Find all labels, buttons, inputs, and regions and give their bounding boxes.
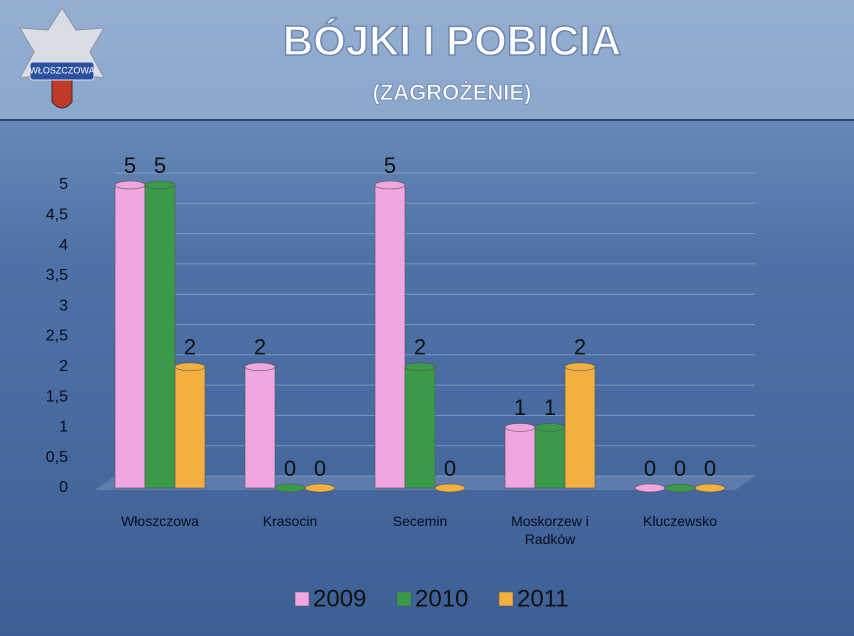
bar: [174, 366, 206, 489]
legend-label: 2010: [415, 585, 468, 612]
y-tick-label: 2,5: [46, 328, 68, 345]
bar-cap: [664, 483, 696, 493]
bar-cap: [174, 362, 206, 372]
data-label: 0: [704, 456, 716, 481]
legend-label: 2011: [517, 585, 569, 612]
data-label: 0: [284, 456, 296, 481]
bar-cap: [304, 483, 336, 493]
data-label: 0: [644, 456, 656, 481]
bar: [114, 184, 146, 489]
bar: [244, 366, 276, 489]
data-label: 1: [514, 395, 526, 420]
data-label: 2: [184, 335, 196, 360]
bar: [144, 184, 176, 489]
data-label: 0: [314, 456, 326, 481]
x-tick-label: Włoszczowa: [121, 513, 199, 529]
data-label: 5: [124, 153, 136, 178]
y-tick-label: 4,5: [46, 207, 68, 224]
data-label: 2: [574, 335, 586, 360]
data-label: 5: [384, 153, 396, 178]
x-tick-label: Moskorzew i Radków: [511, 513, 589, 547]
bar-cap: [564, 362, 596, 372]
legend-label: 2009: [313, 585, 366, 612]
data-label: 2: [254, 335, 266, 360]
y-tick-label: 0,5: [46, 449, 68, 466]
y-tick-label: 3: [59, 297, 68, 314]
bar-cap: [374, 180, 406, 190]
legend-swatch: [294, 591, 310, 607]
logo: WŁOSZCZOWA: [19, 7, 105, 109]
bar-cap: [504, 423, 536, 432]
x-tick-label: Kluczewsko: [643, 513, 717, 529]
bar: [404, 366, 436, 489]
header-band: [0, 0, 854, 120]
legend-swatch: [498, 591, 514, 607]
data-label: 0: [444, 456, 456, 481]
bar-cap: [634, 483, 666, 493]
data-label: 0: [674, 456, 686, 481]
y-tick-label: 1,5: [46, 388, 68, 405]
bar-cap: [274, 483, 306, 493]
x-tick-label: Secemin: [392, 513, 448, 529]
y-tick-label: 3,5: [46, 267, 68, 284]
y-tick-label: 0: [59, 479, 68, 496]
y-tick-label: 4: [59, 237, 68, 254]
bar-cap: [144, 180, 176, 190]
bar-cap: [404, 362, 436, 372]
legend-swatch: [396, 591, 412, 607]
x-tick-label: Krasocin: [262, 513, 318, 529]
bar-cap: [244, 362, 276, 372]
y-tick-label: 1: [59, 419, 68, 436]
bar: [504, 427, 536, 489]
bar: [374, 184, 406, 489]
y-tick-label: 5: [59, 176, 68, 193]
logo-text: WŁOSZCZOWA: [29, 65, 94, 75]
data-label: 1: [544, 395, 556, 420]
data-label: 2: [414, 335, 426, 360]
bar: [564, 366, 596, 489]
chart-subtitle: (ZAGROŻENIE): [373, 80, 532, 105]
bar-cap: [534, 423, 566, 432]
data-label: 5: [154, 153, 166, 178]
chart-title: BÓJKI I POBICIA: [283, 16, 621, 64]
bar-cap: [694, 483, 726, 493]
bar: [534, 427, 566, 489]
bar-cap: [114, 180, 146, 190]
y-tick-label: 2: [59, 358, 68, 375]
bar-cap: [434, 483, 466, 493]
